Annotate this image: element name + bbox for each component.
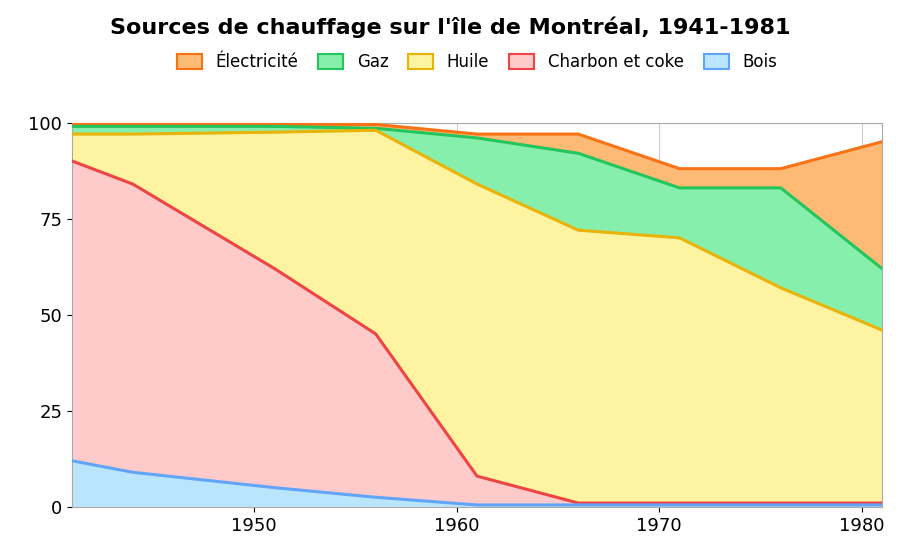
- Legend: Électricité, Gaz, Huile, Charbon et coke, Bois: Électricité, Gaz, Huile, Charbon et coke…: [170, 46, 784, 77]
- Text: Sources de chauffage sur l'île de Montréal, 1941-1981: Sources de chauffage sur l'île de Montré…: [110, 17, 790, 38]
